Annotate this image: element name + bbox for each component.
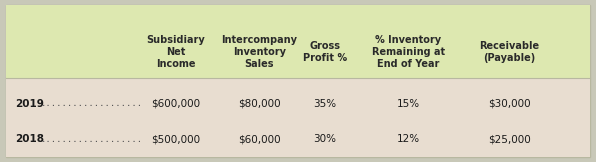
- Text: ...................: ...................: [41, 99, 144, 108]
- Text: 15%: 15%: [397, 99, 420, 109]
- Text: 2018: 2018: [15, 134, 44, 144]
- Text: Gross
Profit %: Gross Profit %: [303, 41, 347, 63]
- Text: Receivable
(Payable): Receivable (Payable): [480, 41, 539, 63]
- Text: Subsidiary
Net
Income: Subsidiary Net Income: [147, 35, 205, 69]
- Bar: [6, 5, 590, 78]
- Text: % Inventory
Remaining at
End of Year: % Inventory Remaining at End of Year: [372, 35, 445, 69]
- Bar: [6, 78, 590, 157]
- Text: 2019: 2019: [15, 99, 44, 109]
- Text: 35%: 35%: [313, 99, 336, 109]
- Text: 30%: 30%: [313, 134, 336, 144]
- Text: $60,000: $60,000: [238, 134, 281, 144]
- Text: 12%: 12%: [397, 134, 420, 144]
- Text: $80,000: $80,000: [238, 99, 281, 109]
- Text: $25,000: $25,000: [488, 134, 531, 144]
- Text: $600,000: $600,000: [151, 99, 200, 109]
- Text: $30,000: $30,000: [488, 99, 531, 109]
- Text: ...................: ...................: [41, 135, 144, 144]
- Text: Intercompany
Inventory
Sales: Intercompany Inventory Sales: [221, 35, 297, 69]
- Text: $500,000: $500,000: [151, 134, 200, 144]
